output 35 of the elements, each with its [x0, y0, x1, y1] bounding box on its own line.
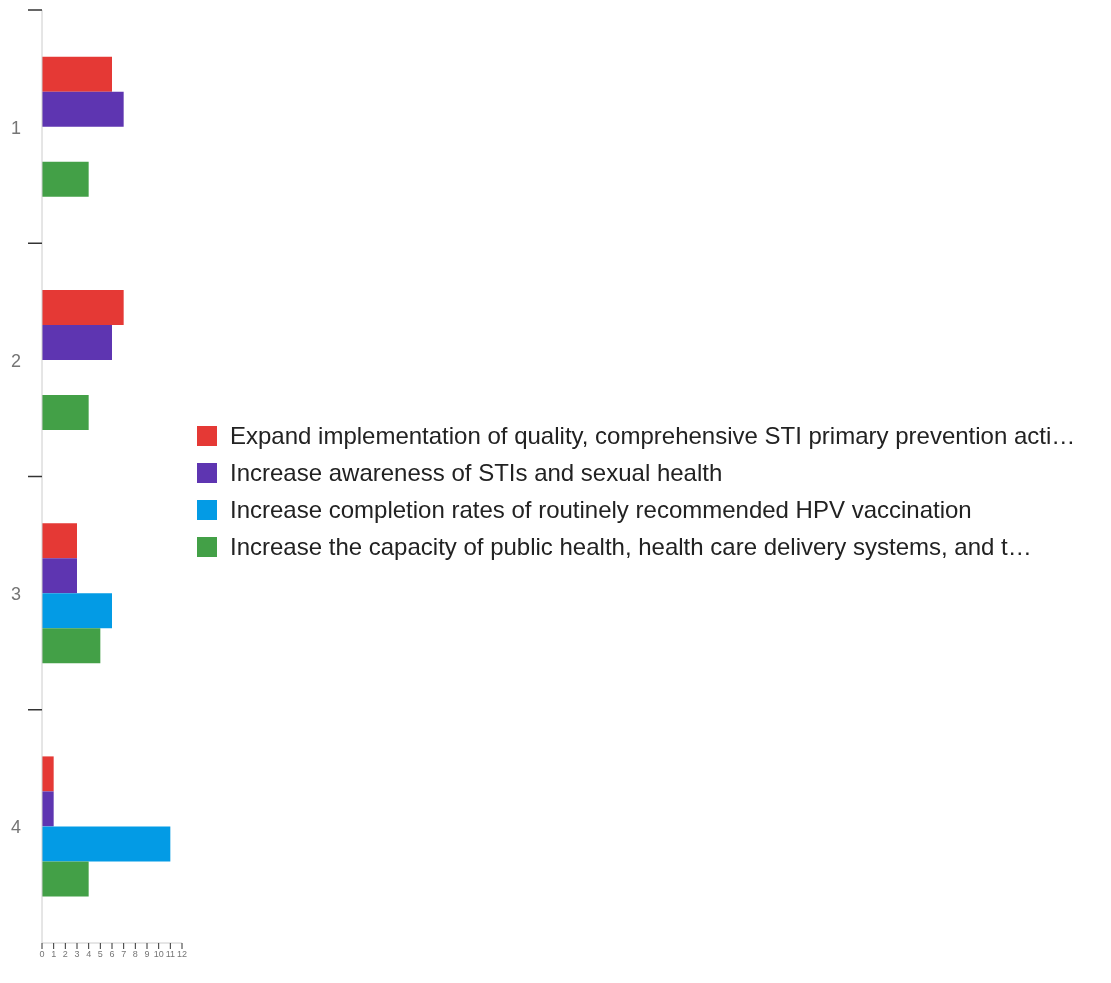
- bar: [42, 628, 101, 664]
- y-tick-label: 1: [10, 117, 22, 138]
- x-tick-label: 2: [62, 949, 68, 960]
- x-tick-label: 8: [132, 949, 138, 960]
- legend-label: Increase awareness of STIs and sexual health: [230, 459, 723, 487]
- x-tick-label: 10: [153, 949, 164, 960]
- y-tick-label: 2: [10, 350, 22, 371]
- x-tick-label: 5: [97, 949, 103, 960]
- bar: [42, 861, 89, 897]
- legend-label: Expand implementation of quality, comprehensive STI primary prevention acti…: [230, 422, 1076, 450]
- bar: [42, 791, 54, 827]
- bar: [42, 324, 112, 360]
- x-tick-label: 1: [51, 949, 57, 960]
- bar: [42, 558, 77, 594]
- x-tick-label: 6: [109, 949, 115, 960]
- y-tick-label: 3: [10, 584, 22, 605]
- legend-label: Increase completion rates of routinely recommended HPV vaccination: [230, 496, 972, 524]
- bar: [42, 56, 112, 92]
- x-tick-label: 7: [121, 949, 127, 960]
- bar: [42, 826, 171, 862]
- bar: [42, 91, 124, 127]
- y-tick-label: 4: [10, 817, 22, 838]
- legend-label: Increase the capacity of public health, health care delivery systems, and t…: [230, 533, 1032, 561]
- x-tick-label: 9: [144, 949, 150, 960]
- x-tick-label: 0: [39, 949, 45, 960]
- bar: [42, 593, 112, 629]
- bar: [42, 756, 54, 792]
- x-tick-label: 12: [176, 949, 188, 960]
- bar: [42, 161, 89, 197]
- bar: [42, 289, 124, 325]
- bar: [42, 523, 77, 559]
- x-tick-label: 11: [165, 949, 176, 960]
- x-tick-label: 4: [86, 949, 92, 960]
- bar: [42, 394, 89, 430]
- x-tick-label: 3: [74, 949, 80, 960]
